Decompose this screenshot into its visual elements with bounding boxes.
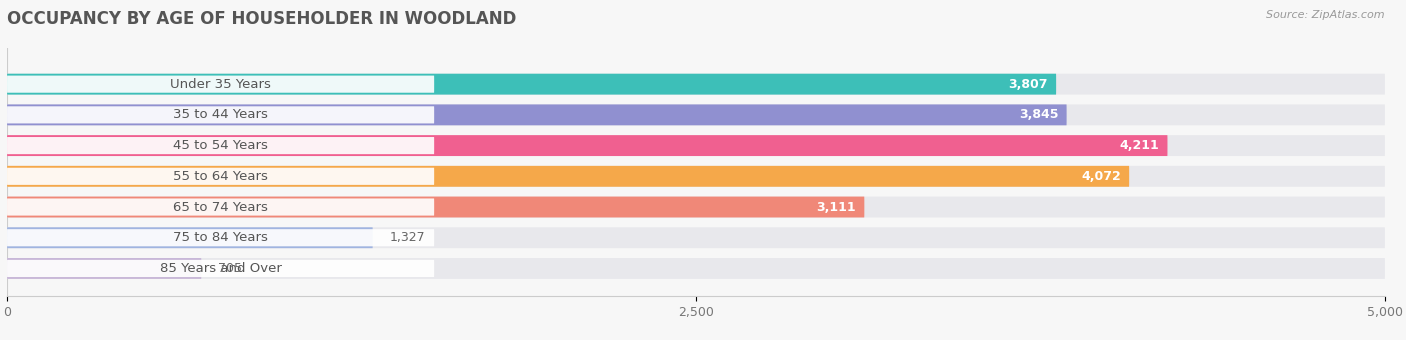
FancyBboxPatch shape xyxy=(7,197,1385,218)
FancyBboxPatch shape xyxy=(7,106,434,123)
FancyBboxPatch shape xyxy=(7,197,865,218)
FancyBboxPatch shape xyxy=(7,135,1385,156)
Text: 4,072: 4,072 xyxy=(1081,170,1121,183)
FancyBboxPatch shape xyxy=(7,74,1056,95)
Text: 3,807: 3,807 xyxy=(1008,78,1047,91)
Text: 35 to 44 Years: 35 to 44 Years xyxy=(173,108,269,121)
FancyBboxPatch shape xyxy=(7,199,434,216)
FancyBboxPatch shape xyxy=(7,74,1385,95)
FancyBboxPatch shape xyxy=(7,258,1385,279)
Text: 4,211: 4,211 xyxy=(1119,139,1159,152)
FancyBboxPatch shape xyxy=(7,229,434,246)
FancyBboxPatch shape xyxy=(7,137,434,154)
Text: Source: ZipAtlas.com: Source: ZipAtlas.com xyxy=(1267,10,1385,20)
Text: Under 35 Years: Under 35 Years xyxy=(170,78,271,91)
FancyBboxPatch shape xyxy=(7,104,1385,125)
FancyBboxPatch shape xyxy=(7,166,1129,187)
FancyBboxPatch shape xyxy=(7,227,1385,248)
Text: OCCUPANCY BY AGE OF HOUSEHOLDER IN WOODLAND: OCCUPANCY BY AGE OF HOUSEHOLDER IN WOODL… xyxy=(7,10,516,28)
Text: 3,111: 3,111 xyxy=(817,201,856,214)
Text: 45 to 54 Years: 45 to 54 Years xyxy=(173,139,269,152)
Text: 75 to 84 Years: 75 to 84 Years xyxy=(173,231,269,244)
Text: 3,845: 3,845 xyxy=(1019,108,1059,121)
FancyBboxPatch shape xyxy=(7,166,1385,187)
Text: 705: 705 xyxy=(218,262,242,275)
FancyBboxPatch shape xyxy=(7,75,434,93)
FancyBboxPatch shape xyxy=(7,258,201,279)
FancyBboxPatch shape xyxy=(7,227,373,248)
FancyBboxPatch shape xyxy=(7,135,1167,156)
FancyBboxPatch shape xyxy=(7,168,434,185)
Text: 55 to 64 Years: 55 to 64 Years xyxy=(173,170,269,183)
FancyBboxPatch shape xyxy=(7,260,434,277)
Text: 85 Years and Over: 85 Years and Over xyxy=(160,262,281,275)
Text: 1,327: 1,327 xyxy=(389,231,425,244)
FancyBboxPatch shape xyxy=(7,104,1067,125)
Text: 65 to 74 Years: 65 to 74 Years xyxy=(173,201,269,214)
